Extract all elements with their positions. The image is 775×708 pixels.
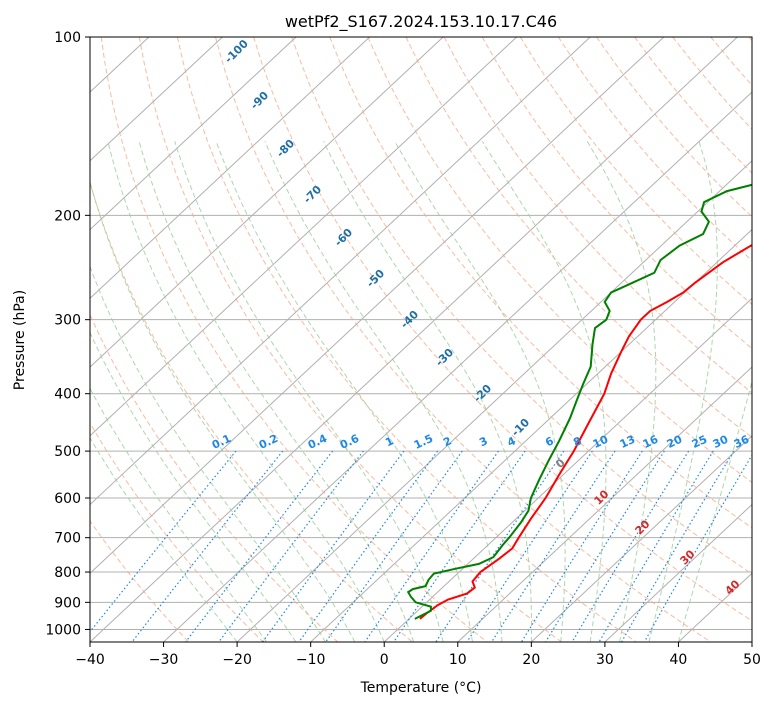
plot-area: -100-90-80-70-60-50-40-30-20-100.1 0.2 0.4… — [90, 37, 752, 642]
plot-frame — [89, 36, 753, 643]
moist-adiabat — [174, 141, 444, 642]
x-axis-title: Temperature (°C) — [360, 680, 482, 696]
mixing-ratio-label: 30 — [711, 433, 731, 451]
isotherm-gridline — [163, 91, 752, 642]
mixing-ratio-line — [643, 454, 752, 642]
moist-adiabat — [586, 141, 657, 642]
dry-adiabat — [90, 421, 264, 642]
y-tick-label: 700 — [54, 531, 81, 547]
dry-adiabat — [253, 37, 752, 622]
dry-adiabat — [176, 37, 638, 642]
moist-adiabat — [394, 141, 566, 642]
isotherm-gridline — [90, 37, 518, 437]
dry-adiabat — [405, 37, 752, 438]
mixing-ratio-label: 13 — [618, 433, 637, 451]
moist-adiabat — [264, 141, 503, 642]
dry-adiabat — [443, 37, 752, 394]
mixing-ratio-label: 25 — [690, 433, 709, 451]
isotherm-gridline — [383, 297, 752, 642]
moist-adiabat — [677, 379, 752, 642]
y-tick-label: 300 — [54, 313, 81, 329]
dry-adiabat — [100, 37, 488, 642]
mixing-ratio-line — [490, 450, 616, 642]
x-tick-label: −20 — [222, 652, 252, 668]
dry-adiabat — [90, 519, 190, 642]
mixing-ratio-line — [544, 450, 665, 642]
isotherm-gridline — [90, 37, 370, 299]
dry-adiabat — [291, 37, 752, 575]
isotherm-gridline — [457, 366, 752, 642]
mixing-ratio-line — [466, 450, 593, 642]
dry-adiabat — [90, 180, 414, 642]
mixing-ratio-label: 16 — [641, 433, 661, 451]
moist-adiabat — [90, 387, 267, 642]
temperature-profile-line — [419, 244, 752, 620]
mixing-ratio-line — [90, 450, 237, 633]
moist-adiabat — [90, 180, 356, 642]
x-tick-label: 50 — [743, 652, 761, 668]
isotherm-gridline — [310, 228, 752, 642]
isotherm-gridline — [530, 435, 752, 642]
mixing-ratio-label: 10 — [591, 433, 611, 451]
isotherm-gridline — [90, 37, 444, 368]
y-axis: 100 200 300 400 500 600 700 800 900 1000 — [45, 30, 90, 638]
mixing-ratio-line — [364, 450, 499, 642]
dry-adiabat — [90, 313, 339, 642]
moist-adiabat — [323, 141, 532, 642]
moist-adiabat — [90, 331, 297, 642]
isotherm-gridline — [90, 37, 591, 506]
mixing-ratio-line — [324, 450, 463, 642]
y-tick-label: 800 — [54, 565, 81, 581]
x-tick-label: 10 — [449, 652, 467, 668]
y-tick-label: 400 — [54, 387, 81, 403]
y-tick-label: 900 — [54, 595, 81, 611]
dewpoint-profile-line — [406, 183, 752, 620]
moist-adiabat — [648, 141, 718, 642]
x-axis: −40 −30 −20 −10 0 10 20 30 40 50 — [75, 642, 761, 668]
mixing-ratio-line — [131, 450, 284, 642]
moist-adiabat — [90, 265, 326, 642]
dry-adiabat — [138, 37, 563, 642]
isotherm-gridline — [90, 37, 738, 642]
dry-adiabat — [481, 37, 752, 350]
dry-adiabat — [519, 37, 752, 306]
x-tick-label: 0 — [380, 652, 389, 668]
y-tick-label: 600 — [54, 491, 81, 507]
y-axis-title: Pressure (hPa) — [12, 290, 28, 390]
mixing-ratio-line — [520, 450, 643, 642]
mixing-ratio-line — [218, 450, 364, 642]
moist-adiabat — [138, 141, 415, 642]
x-tick-label: 40 — [670, 652, 688, 668]
mixing-ratio-line — [435, 450, 565, 642]
moist-adiabat — [107, 141, 385, 642]
x-tick-label: −40 — [75, 652, 105, 668]
mixing-ratio-line — [184, 450, 334, 642]
mixing-ratio-line — [620, 450, 735, 642]
isotherm-gridline — [604, 503, 752, 642]
isotherm-gridline — [90, 37, 223, 162]
dry-adiabat — [215, 37, 712, 642]
isotherm-gridline — [90, 37, 665, 574]
x-tick-label: −10 — [296, 652, 326, 668]
y-tick-label: 100 — [54, 30, 81, 46]
moist-adiabat — [215, 141, 473, 642]
moist-adiabat — [90, 436, 238, 642]
x-tick-label: 20 — [522, 652, 540, 668]
x-tick-label: 30 — [596, 652, 614, 668]
mixing-ratio-label: 36 — [732, 433, 752, 451]
y-tick-label: 500 — [54, 444, 81, 460]
isotherm-gridline — [236, 160, 752, 642]
chart-title: wetPf2_S167.2024.153.10.17.C46 — [285, 12, 557, 32]
x-tick-label: −30 — [149, 652, 179, 668]
y-tick-label: 200 — [54, 208, 81, 224]
mixing-ratio-label: 20 — [665, 433, 685, 451]
y-tick-label: 1000 — [45, 622, 81, 638]
isotherm-gridline — [90, 37, 297, 231]
